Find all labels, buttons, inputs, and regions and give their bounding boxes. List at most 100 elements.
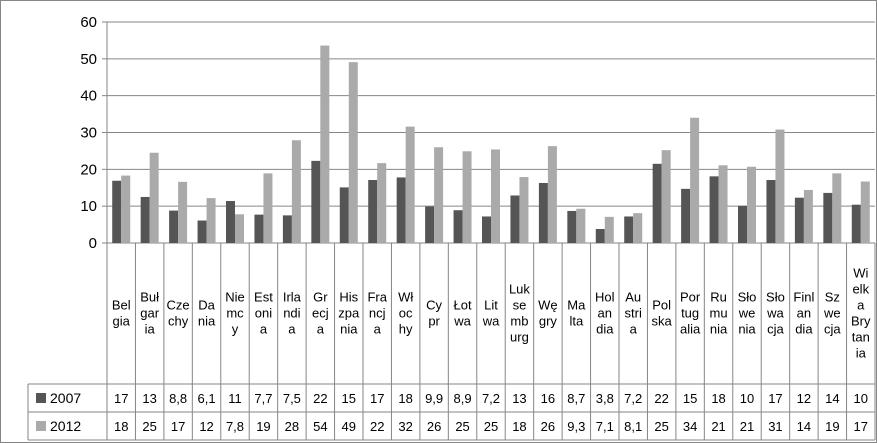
bar-2007-20 bbox=[681, 188, 691, 243]
bar-2012-9 bbox=[377, 163, 387, 243]
data-label: 7,2 bbox=[624, 391, 642, 406]
y-tick-label: 10 bbox=[80, 198, 97, 215]
data-label: 10 bbox=[854, 391, 868, 406]
data-label: 8,1 bbox=[624, 419, 642, 434]
data-label: 18 bbox=[114, 419, 128, 434]
bar-2007-7 bbox=[311, 160, 321, 243]
y-tick-label: 50 bbox=[80, 51, 97, 68]
data-label: 17 bbox=[370, 391, 384, 406]
data-label: 7,5 bbox=[283, 391, 301, 406]
category-label: Nie mc y bbox=[225, 290, 245, 337]
data-label: 22 bbox=[370, 419, 384, 434]
category-label: Au stri a bbox=[625, 290, 642, 337]
category-label: Finl an dia bbox=[793, 290, 814, 337]
bar-2012-11 bbox=[434, 147, 444, 243]
bar-2007-19 bbox=[652, 163, 662, 243]
bar-2012-6 bbox=[291, 140, 301, 243]
bar-2012-19 bbox=[661, 150, 671, 243]
series-name-2007: 2007 bbox=[50, 390, 81, 406]
data-label: 26 bbox=[541, 419, 555, 434]
bar-2012-13 bbox=[491, 149, 500, 243]
category-label: Wł oc hy bbox=[398, 290, 413, 337]
data-label: 17 bbox=[768, 391, 782, 406]
bar-2007-21 bbox=[709, 176, 719, 243]
bar-2012-20 bbox=[690, 117, 700, 243]
bar-2012-0 bbox=[121, 175, 131, 243]
data-label: 17 bbox=[171, 419, 185, 434]
bar-2012-8 bbox=[348, 62, 358, 244]
category-label: Lit wa bbox=[482, 298, 500, 329]
category-label: Ru mu nia bbox=[710, 290, 728, 337]
bar-2007-2 bbox=[169, 210, 179, 243]
category-label: Irla ndi a bbox=[283, 290, 302, 337]
data-label: 13 bbox=[142, 391, 156, 406]
bar-2007-25 bbox=[823, 192, 833, 243]
data-label: 10 bbox=[740, 391, 754, 406]
category-label: Cy pr bbox=[426, 298, 442, 329]
data-label: 15 bbox=[342, 391, 356, 406]
data-label: 3,8 bbox=[596, 391, 614, 406]
y-tick-label: 0 bbox=[89, 235, 97, 252]
category-label: Sło wa cja bbox=[766, 290, 785, 337]
data-label: 22 bbox=[654, 391, 668, 406]
data-label: 18 bbox=[711, 391, 725, 406]
data-label: 49 bbox=[342, 419, 356, 434]
bar-2012-18 bbox=[633, 213, 643, 243]
data-label: 22 bbox=[313, 391, 327, 406]
bar-2007-16 bbox=[567, 210, 577, 243]
data-label: 18 bbox=[512, 419, 526, 434]
data-label: 14 bbox=[797, 419, 811, 434]
data-label: 8,7 bbox=[567, 391, 585, 406]
bar-2007-8 bbox=[339, 187, 349, 243]
category-label: Bel gia bbox=[112, 298, 131, 329]
y-tick-label: 60 bbox=[80, 14, 97, 31]
data-label: 7,7 bbox=[254, 391, 272, 406]
bar-2012-1 bbox=[149, 152, 159, 243]
category-label: Gr ecj a bbox=[312, 290, 329, 337]
bar-2012-10 bbox=[405, 126, 415, 243]
data-label: 8,8 bbox=[169, 391, 187, 406]
data-label: 25 bbox=[654, 419, 668, 434]
bar-2007-12 bbox=[453, 210, 463, 243]
bar-2012-24 bbox=[803, 189, 813, 243]
category-label: Ma lta bbox=[567, 298, 586, 329]
data-label: 25 bbox=[455, 419, 469, 434]
bar-2012-2 bbox=[178, 181, 188, 243]
bar-2012-7 bbox=[320, 45, 330, 243]
bar-2012-25 bbox=[832, 173, 842, 243]
bar-2007-13 bbox=[482, 216, 491, 243]
bar-2007-10 bbox=[396, 177, 406, 243]
data-label: 17 bbox=[114, 391, 128, 406]
bar-2012-4 bbox=[235, 214, 244, 243]
data-label: 12 bbox=[199, 419, 213, 434]
bar-2012-12 bbox=[462, 151, 472, 243]
data-label: 28 bbox=[285, 419, 299, 434]
bar-2007-18 bbox=[624, 216, 634, 243]
bar-2007-11 bbox=[425, 206, 435, 243]
bar-2012-26 bbox=[860, 181, 870, 243]
category-label: His zpa nia bbox=[338, 290, 360, 337]
bar-2007-3 bbox=[197, 220, 207, 243]
category-label: Luk se mb urg bbox=[509, 282, 530, 345]
bar-2007-15 bbox=[538, 182, 548, 243]
bar-2012-15 bbox=[547, 146, 557, 243]
data-label: 19 bbox=[825, 419, 839, 434]
y-tick-label: 30 bbox=[80, 125, 97, 142]
data-label: 8,9 bbox=[454, 391, 472, 406]
y-tick-label: 20 bbox=[80, 161, 97, 178]
data-label: 26 bbox=[427, 419, 441, 434]
category-label: Fra ncj a bbox=[367, 290, 387, 337]
bar-2012-21 bbox=[718, 165, 728, 243]
bar-2012-17 bbox=[604, 216, 614, 243]
category-label: Pol ska bbox=[652, 298, 673, 329]
data-label: 25 bbox=[484, 419, 498, 434]
data-label: 15 bbox=[683, 391, 697, 406]
category-label: Wę gry bbox=[538, 298, 558, 329]
bar-2007-0 bbox=[112, 180, 122, 243]
legend-key-2007 bbox=[36, 393, 46, 403]
data-label: 12 bbox=[797, 391, 811, 406]
data-label: 7,8 bbox=[226, 419, 244, 434]
bar-2012-3 bbox=[206, 198, 216, 243]
